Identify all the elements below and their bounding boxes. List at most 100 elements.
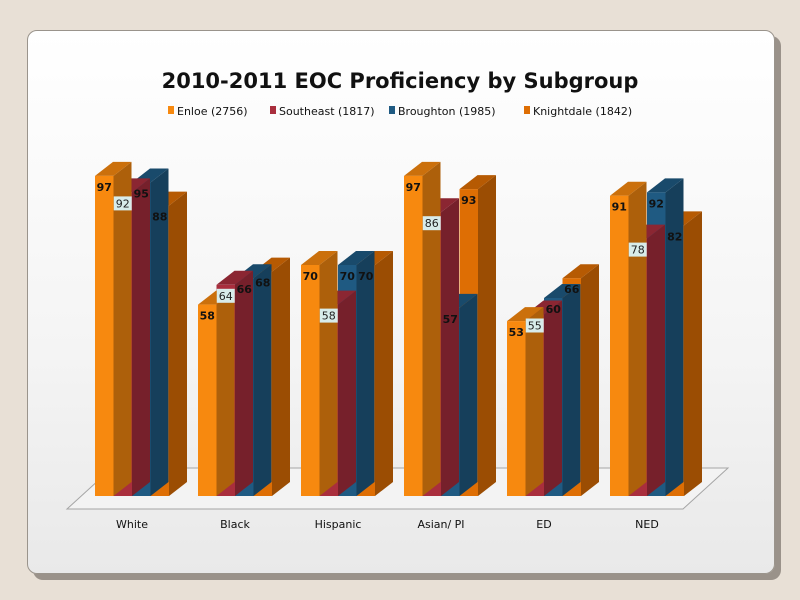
bars <box>95 161 702 496</box>
bar-side <box>544 300 562 496</box>
legend-swatch-2 <box>270 106 276 114</box>
data-label: 70 <box>358 270 374 283</box>
bar-top <box>610 181 647 196</box>
bar-group-5 <box>610 178 702 496</box>
bar-side <box>113 161 132 496</box>
bar <box>95 161 132 496</box>
bar-side <box>169 191 187 496</box>
category-label: White <box>116 518 148 531</box>
category-label: ED <box>536 518 551 531</box>
bar-side <box>150 168 169 496</box>
bar-group-1 <box>198 257 290 496</box>
data-label-bg <box>319 308 338 323</box>
bar <box>610 181 647 496</box>
data-label: 58 <box>200 310 215 323</box>
category-labels: White Black Hispanic Asian/ PI ED NED <box>116 518 659 531</box>
bar <box>507 307 544 496</box>
legend-label-4: Knightdale (1842) <box>533 105 632 118</box>
data-label: 64 <box>219 290 233 303</box>
bar-side <box>272 257 290 496</box>
data-label: 57 <box>443 313 458 326</box>
bar-side <box>441 198 459 496</box>
data-label: 66 <box>237 283 253 296</box>
bar-side <box>684 211 702 496</box>
bar-top <box>507 307 544 322</box>
bar-side <box>253 264 272 496</box>
data-label-bg <box>628 242 647 257</box>
bar-side <box>338 290 356 496</box>
data-label: 92 <box>649 197 664 210</box>
bar-top <box>647 178 684 193</box>
data-label-bg <box>216 288 235 303</box>
data-label-bg <box>422 216 441 231</box>
data-label: 53 <box>509 326 524 339</box>
bar-side <box>216 290 235 496</box>
data-label: 68 <box>255 277 270 290</box>
bar <box>301 251 338 496</box>
legend-swatch-3 <box>389 106 395 114</box>
legend-label-1: Enloe (2756) <box>177 105 248 118</box>
bar-side <box>525 307 544 496</box>
bar-side <box>459 293 478 496</box>
bar-side <box>628 181 647 496</box>
bar-side <box>665 178 684 496</box>
bar-front <box>301 265 320 496</box>
category-label: Hispanic <box>315 518 362 531</box>
bar-group-2 <box>301 251 393 496</box>
bar-group-3 <box>404 161 496 496</box>
bar-side <box>356 251 375 496</box>
data-label: 95 <box>134 188 149 201</box>
bar-group-0 <box>95 161 187 496</box>
legend-label-3: Broughton (1985) <box>398 105 496 118</box>
bar-side <box>647 224 665 496</box>
data-label: 70 <box>303 270 319 283</box>
data-label: 66 <box>564 283 580 296</box>
bar-top <box>562 264 599 279</box>
bar-top <box>404 161 441 176</box>
data-label: 93 <box>461 194 476 207</box>
category-label: NED <box>635 518 659 531</box>
bar-front <box>404 175 423 496</box>
bar-front <box>198 304 217 496</box>
bar-side <box>235 270 253 496</box>
data-label: 55 <box>528 320 542 333</box>
bar-top <box>301 251 338 265</box>
category-label: Black <box>220 518 250 531</box>
bar <box>198 290 235 496</box>
data-label: 86 <box>425 217 439 230</box>
bar-group-4 <box>507 264 599 496</box>
data-label: 88 <box>152 211 167 224</box>
bar-front <box>95 175 114 496</box>
data-label: 97 <box>97 181 112 194</box>
data-label: 97 <box>406 181 421 194</box>
legend: Enloe (2756) Southeast (1817) Broughton (1… <box>168 105 632 118</box>
bar-front <box>610 195 629 496</box>
data-label: 91 <box>612 201 627 214</box>
bar-side <box>132 178 150 496</box>
legend-label-2: Southeast (1817) <box>279 105 375 118</box>
bar-top <box>338 251 375 265</box>
bar-side <box>422 161 441 496</box>
bar-front <box>507 321 526 496</box>
bar-top <box>459 175 496 190</box>
legend-swatch-4 <box>524 106 530 114</box>
data-label: 78 <box>631 244 645 257</box>
data-label: 60 <box>546 303 562 316</box>
data-label-bg <box>525 318 544 333</box>
bar-top <box>216 270 253 285</box>
bar <box>404 161 441 496</box>
data-label: 92 <box>116 197 130 210</box>
data-label: 70 <box>340 270 356 283</box>
data-label: 58 <box>322 310 336 323</box>
chart-title: 2010-2011 EOC Proficiency by Subgroup <box>162 69 639 93</box>
bar-side <box>562 284 581 496</box>
bar-top <box>95 161 132 176</box>
bar-side <box>581 264 599 496</box>
data-label-bg <box>113 196 132 211</box>
bar-top <box>544 284 581 298</box>
bar-side <box>319 251 338 496</box>
bar-side <box>478 175 496 496</box>
data-label: 82 <box>667 230 682 243</box>
